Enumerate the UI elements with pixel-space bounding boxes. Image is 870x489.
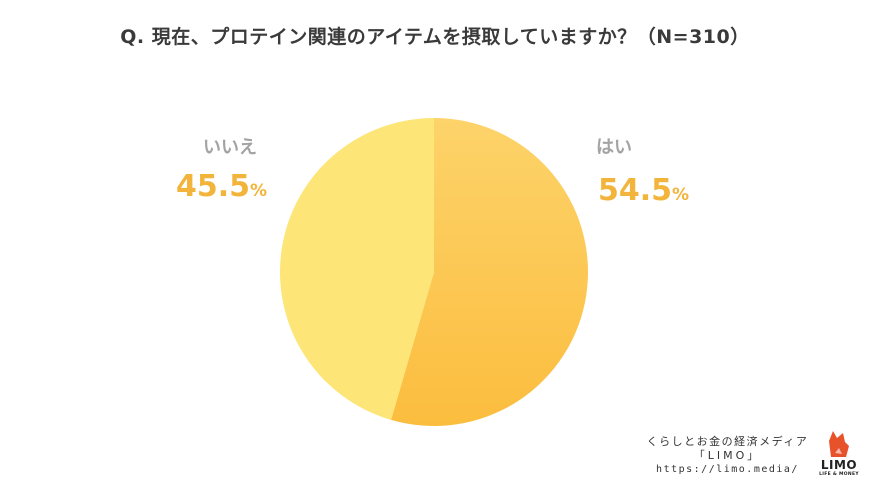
slice-value-no-unit: % (250, 181, 268, 201)
slice-label-no: いいえ (203, 137, 257, 158)
media-url: https://limo.media/ (656, 464, 799, 475)
logo-wordmark: LIMO (820, 458, 858, 472)
media-tagline: くらしとお金の経済メディア (646, 435, 809, 448)
logo-subtext: LIFE & MONEY (819, 472, 859, 477)
slice-value-yes-number: 54.5 (598, 173, 673, 208)
slice-value-no-number: 45.5 (176, 169, 251, 204)
media-name: 「LIMO」 (693, 449, 762, 462)
slice-label-yes: はい (596, 137, 632, 158)
chart-title: Q. 現在、プロテイン関連のアイテムを摂取していますか？（N=310） (120, 26, 750, 48)
slice-value-no: 45.5% (176, 172, 267, 202)
limo-logo: LIMO LIFE & MONEY (815, 427, 863, 477)
pie-slice-no (279, 118, 434, 420)
slice-value-yes-unit: % (672, 185, 690, 205)
pie-slice-yes (391, 118, 588, 427)
media-credit: くらしとお金の経済メディア 「LIMO」 https://limo.media/ (640, 434, 815, 477)
slice-value-yes: 54.5% (598, 176, 689, 206)
fox-icon (829, 431, 849, 457)
